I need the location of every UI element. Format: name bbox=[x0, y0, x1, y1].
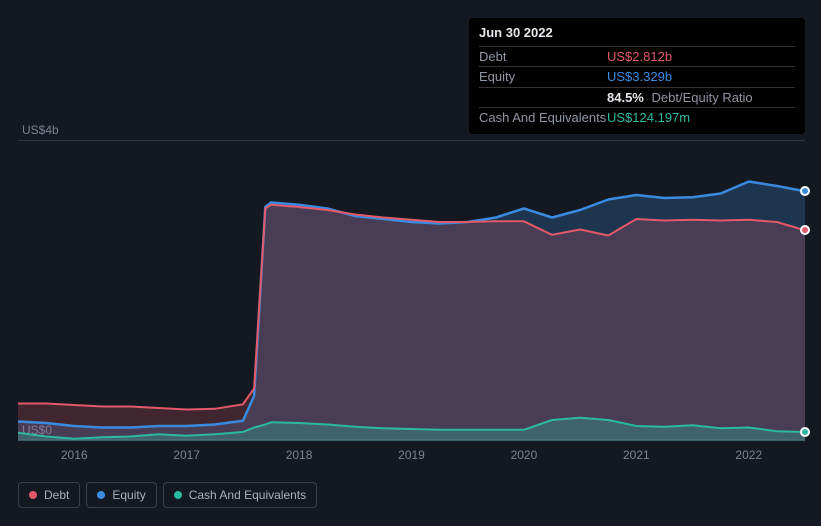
series-marker-equity bbox=[800, 186, 810, 196]
legend-label: Cash And Equivalents bbox=[189, 488, 306, 502]
tooltip-value: US$3.329b bbox=[607, 68, 672, 86]
tooltip-row-equity: Equity US$3.329b bbox=[479, 66, 795, 87]
hover-tooltip: Jun 30 2022 Debt US$2.812b Equity US$3.3… bbox=[469, 18, 805, 134]
legend-item-cash[interactable]: Cash And Equivalents bbox=[163, 482, 317, 508]
x-tick: 2018 bbox=[286, 448, 313, 462]
x-tick: 2019 bbox=[398, 448, 425, 462]
legend-label: Equity bbox=[112, 488, 145, 502]
legend-dot-icon bbox=[29, 491, 37, 499]
tooltip-label: Debt bbox=[479, 48, 607, 66]
legend-label: Debt bbox=[44, 488, 69, 502]
tooltip-label: Equity bbox=[479, 68, 607, 86]
x-tick: 2017 bbox=[173, 448, 200, 462]
tooltip-value: US$2.812b bbox=[607, 48, 672, 66]
tooltip-row-ratio: 84.5% Debt/Equity Ratio bbox=[479, 87, 795, 108]
series-marker-debt bbox=[800, 225, 810, 235]
tooltip-value: US$124.197m bbox=[607, 109, 690, 127]
tooltip-ratio-label: Debt/Equity Ratio bbox=[652, 90, 753, 105]
tooltip-label bbox=[479, 89, 607, 107]
x-tick: 2022 bbox=[735, 448, 762, 462]
tooltip-ratio-value: 84.5% bbox=[607, 90, 644, 105]
y-axis-label-top: US$4b bbox=[22, 123, 59, 137]
chart-container: US$4b US$0 bbox=[18, 130, 805, 440]
tooltip-row-debt: Debt US$2.812b bbox=[479, 46, 795, 67]
tooltip-row-cash: Cash And Equivalents US$124.197m bbox=[479, 107, 795, 128]
chart-svg bbox=[18, 141, 805, 441]
x-axis-ticks: 2016 2017 2018 2019 2020 2021 2022 bbox=[18, 448, 805, 468]
legend: Debt Equity Cash And Equivalents bbox=[18, 482, 317, 508]
legend-dot-icon bbox=[174, 491, 182, 499]
legend-item-equity[interactable]: Equity bbox=[86, 482, 156, 508]
x-tick: 2016 bbox=[61, 448, 88, 462]
series-marker-cash bbox=[800, 427, 810, 437]
chart-plot-area[interactable] bbox=[18, 140, 805, 440]
tooltip-date: Jun 30 2022 bbox=[479, 24, 795, 46]
tooltip-label: Cash And Equivalents bbox=[479, 109, 607, 127]
x-tick: 2021 bbox=[623, 448, 650, 462]
legend-dot-icon bbox=[97, 491, 105, 499]
legend-item-debt[interactable]: Debt bbox=[18, 482, 80, 508]
x-tick: 2020 bbox=[511, 448, 538, 462]
